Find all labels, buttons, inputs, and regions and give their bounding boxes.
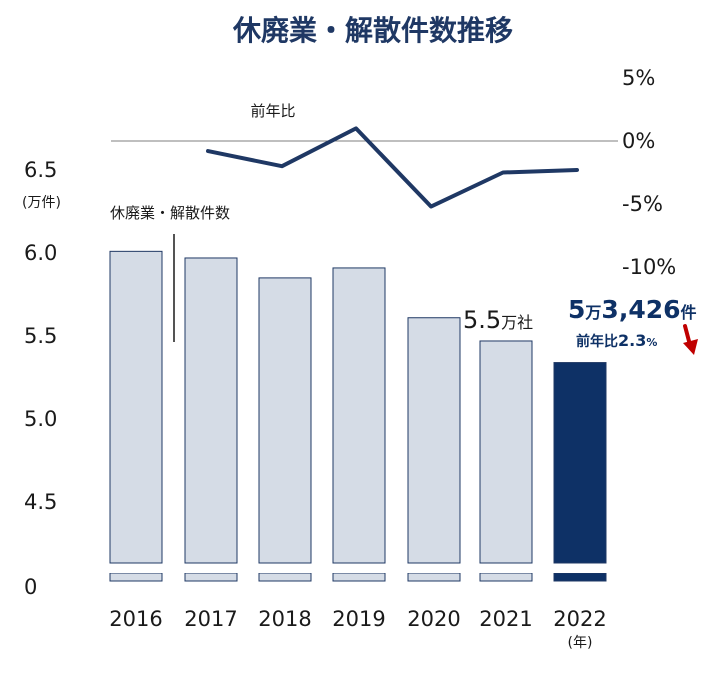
chart-title: 休廃業・解散件数推移 [232, 14, 513, 47]
bar-2022 [554, 363, 606, 563]
line-series-label: 前年比 [250, 102, 295, 120]
y-left-tick: 0 [24, 575, 37, 599]
bar-base-2022 [554, 573, 606, 581]
line-group [111, 128, 618, 206]
y-left-tick: 6.5 [24, 158, 57, 182]
bar-2017 [185, 258, 237, 563]
y-right-tick: -5% [622, 192, 663, 216]
x-tick-2019: 2019 [332, 607, 385, 631]
bar-base-2017 [185, 573, 237, 581]
y-left-tick: 6.0 [24, 241, 57, 265]
annotation-change-prefix: 前年比 [576, 333, 618, 350]
x-tick-2021: 2021 [479, 607, 532, 631]
bar-2016 [110, 251, 162, 563]
annotation-2021-unit: 万社 [501, 313, 533, 332]
y-left-tick: 4.5 [24, 490, 57, 514]
y-left-tick: 5.5 [24, 324, 57, 348]
y-right-tick: 0% [622, 129, 655, 153]
yoy-line [208, 128, 577, 206]
x-tick-2020: 2020 [407, 607, 460, 631]
bar-base-2018 [259, 573, 311, 581]
bar-base-2020 [408, 573, 460, 581]
annotation-2021-number: 5.5 [463, 306, 501, 334]
bar-2020 [408, 318, 460, 563]
y-left-tick: 5.0 [24, 407, 57, 431]
annotation-change-unit: % [646, 336, 657, 349]
x-tick-2022: 2022 [553, 607, 606, 631]
y-left-unit: (万件) [22, 195, 61, 211]
annotation-2022: 5万3,426件 [568, 295, 697, 324]
bar-2021 [480, 341, 532, 563]
bar-base-2016 [110, 573, 162, 581]
x-tick-2016: 2016 [109, 607, 162, 631]
annotation-change: 前年比2.3% [576, 331, 657, 350]
annotation-2022-unit-a: 万 [584, 303, 601, 322]
x-tick-2017: 2017 [184, 607, 237, 631]
bar-base-2021 [480, 573, 532, 581]
down-arrow-head-icon [683, 339, 698, 355]
bar-2019 [333, 268, 385, 563]
bar-2018 [259, 278, 311, 563]
annotation-2022-unit-b: 件 [681, 303, 697, 322]
x-unit: (年) [568, 635, 593, 651]
annotation-2021: 5.5万社 [463, 306, 533, 334]
bars-group [110, 251, 606, 581]
annotation-2022-number-a: 5 [568, 295, 585, 324]
annotation-change-value: 2.3 [618, 331, 646, 350]
annotation-2022-number-b: 3,426 [601, 295, 680, 324]
bar-base-2019 [333, 573, 385, 581]
bar-series-label: 休廃業・解散件数 [110, 204, 230, 222]
y-right-tick: -10% [622, 255, 676, 279]
y-right-tick: 5% [622, 66, 655, 90]
axis-break [100, 564, 620, 573]
x-tick-2018: 2018 [258, 607, 311, 631]
